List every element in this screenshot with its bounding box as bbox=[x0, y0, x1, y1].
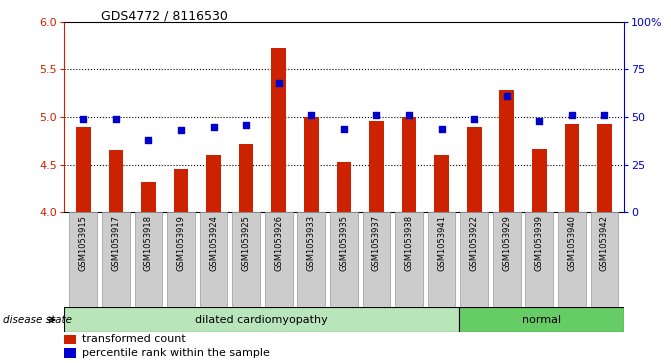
Text: GSM1053924: GSM1053924 bbox=[209, 215, 218, 271]
Point bbox=[436, 126, 447, 131]
Text: GSM1053925: GSM1053925 bbox=[242, 215, 251, 271]
Bar bbox=[590, 212, 619, 307]
Bar bbox=[76, 127, 91, 212]
Point bbox=[176, 127, 187, 133]
Bar bbox=[558, 212, 586, 307]
Text: GSM1053942: GSM1053942 bbox=[600, 215, 609, 271]
Bar bbox=[297, 212, 325, 307]
Bar bbox=[271, 48, 286, 212]
Point bbox=[371, 112, 382, 118]
Bar bbox=[102, 212, 130, 307]
Bar bbox=[167, 212, 195, 307]
Text: disease state: disease state bbox=[3, 315, 72, 325]
Bar bbox=[597, 124, 612, 212]
Bar bbox=[499, 90, 514, 212]
Bar bbox=[141, 182, 156, 212]
Bar bbox=[369, 121, 384, 212]
Text: transformed count: transformed count bbox=[82, 334, 186, 344]
Point bbox=[469, 116, 480, 122]
Point bbox=[534, 118, 545, 124]
Point bbox=[111, 116, 121, 122]
Bar bbox=[64, 307, 459, 332]
Text: GSM1053918: GSM1053918 bbox=[144, 215, 153, 271]
Bar bbox=[493, 212, 521, 307]
Point bbox=[208, 124, 219, 130]
Bar bbox=[200, 212, 227, 307]
Bar bbox=[460, 212, 488, 307]
Bar bbox=[337, 162, 351, 212]
Point bbox=[241, 122, 252, 128]
Bar bbox=[532, 148, 547, 212]
Point bbox=[404, 112, 415, 118]
Bar bbox=[434, 155, 449, 212]
Text: GSM1053940: GSM1053940 bbox=[568, 215, 576, 271]
Point bbox=[566, 112, 577, 118]
Bar bbox=[395, 212, 423, 307]
Bar bbox=[69, 212, 97, 307]
Text: GSM1053926: GSM1053926 bbox=[274, 215, 283, 271]
Text: GSM1053929: GSM1053929 bbox=[503, 215, 511, 271]
Text: GSM1053937: GSM1053937 bbox=[372, 215, 381, 271]
Text: GDS4772 / 8116530: GDS4772 / 8116530 bbox=[101, 9, 227, 22]
Bar bbox=[467, 127, 482, 212]
Bar bbox=[362, 212, 391, 307]
Bar bbox=[174, 168, 189, 212]
Bar bbox=[206, 155, 221, 212]
Bar bbox=[109, 150, 123, 212]
Text: dilated cardiomyopathy: dilated cardiomyopathy bbox=[195, 315, 328, 325]
Bar bbox=[239, 144, 254, 212]
Text: GSM1053933: GSM1053933 bbox=[307, 215, 316, 271]
Point bbox=[338, 126, 349, 131]
Bar bbox=[428, 212, 456, 307]
Bar bbox=[265, 212, 293, 307]
Point bbox=[143, 137, 154, 143]
Text: GSM1053917: GSM1053917 bbox=[111, 215, 120, 271]
Bar bbox=[135, 212, 162, 307]
Bar bbox=[459, 307, 624, 332]
Bar bbox=[304, 117, 319, 212]
Point bbox=[78, 116, 89, 122]
Text: GSM1053922: GSM1053922 bbox=[470, 215, 478, 271]
Text: GSM1053935: GSM1053935 bbox=[340, 215, 348, 271]
Text: percentile rank within the sample: percentile rank within the sample bbox=[82, 348, 270, 358]
Point bbox=[599, 112, 610, 118]
Bar bbox=[564, 124, 579, 212]
Bar bbox=[64, 348, 76, 358]
Text: normal: normal bbox=[522, 315, 561, 325]
Text: GSM1053919: GSM1053919 bbox=[176, 215, 185, 271]
Bar bbox=[330, 212, 358, 307]
Text: GSM1053915: GSM1053915 bbox=[79, 215, 88, 271]
Text: GSM1053941: GSM1053941 bbox=[437, 215, 446, 271]
Bar bbox=[525, 212, 553, 307]
Point bbox=[501, 93, 512, 99]
Point bbox=[273, 80, 284, 86]
Text: GSM1053938: GSM1053938 bbox=[405, 215, 413, 271]
Text: GSM1053939: GSM1053939 bbox=[535, 215, 544, 271]
Bar bbox=[402, 117, 417, 212]
Point bbox=[306, 112, 317, 118]
Bar bbox=[232, 212, 260, 307]
Bar bbox=[64, 335, 76, 344]
